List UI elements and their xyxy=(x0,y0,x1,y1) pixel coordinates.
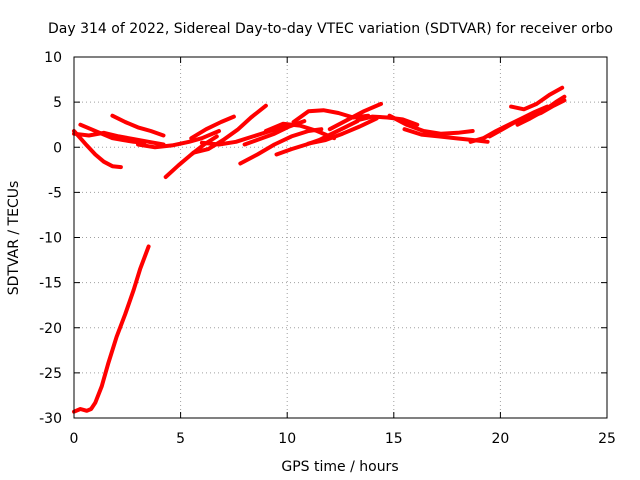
y-tick-label: -15 xyxy=(39,276,62,292)
grid-lines xyxy=(74,57,607,418)
series-line-arc-24 xyxy=(515,94,567,127)
series-line-arc-10 xyxy=(199,124,290,147)
series-line-arc-4 xyxy=(72,130,166,147)
x-tick-label: 15 xyxy=(385,431,403,447)
series-line-arc-2 xyxy=(72,129,123,170)
series-line-arc-13 xyxy=(263,121,337,141)
series-line-arc-1 xyxy=(72,244,151,414)
series-line-arc-11 xyxy=(238,127,324,166)
series-line-arc-8 xyxy=(189,114,236,141)
y-tick-label: 0 xyxy=(53,140,62,156)
y-tick-label: -10 xyxy=(39,231,62,247)
x-tick-label: 20 xyxy=(491,431,509,447)
axis-ticks: 0 5 10 15 20 25 -30 -25 -20 -15 -10 -5 0 5 10 xyxy=(39,50,616,447)
x-tick-label: 5 xyxy=(176,431,185,447)
series-line-arc-5 xyxy=(110,113,166,138)
x-tick-label: 10 xyxy=(278,431,296,447)
x-tick-label: 0 xyxy=(70,431,79,447)
y-tick-label: -5 xyxy=(48,185,62,201)
y-tick-label: -25 xyxy=(39,366,62,382)
y-axis-label: SDTVAR / TECUs xyxy=(6,181,22,296)
series-line-arc-19 xyxy=(387,113,475,136)
x-tick-label: 25 xyxy=(598,431,616,447)
y-tick-label: -20 xyxy=(39,321,62,337)
series-line-arc-9 xyxy=(191,103,268,155)
plot-frame xyxy=(73,56,608,419)
series-line-arc-3 xyxy=(78,122,147,145)
series-line-arc-17 xyxy=(327,101,383,132)
series-line-arc-16 xyxy=(306,116,379,146)
chart-title: Day 314 of 2022, Sidereal Day-to-day VTE… xyxy=(48,21,613,37)
series-line-arc-23 xyxy=(509,85,565,112)
y-tick-label: -30 xyxy=(39,411,62,427)
series-group xyxy=(72,85,567,414)
y-tick-label: 5 xyxy=(53,95,62,111)
y-tick-label: 10 xyxy=(44,50,62,66)
series-line-arc-6 xyxy=(136,129,221,150)
x-axis-label: GPS time / hours xyxy=(281,459,398,475)
series-line-arc-18 xyxy=(355,114,420,127)
